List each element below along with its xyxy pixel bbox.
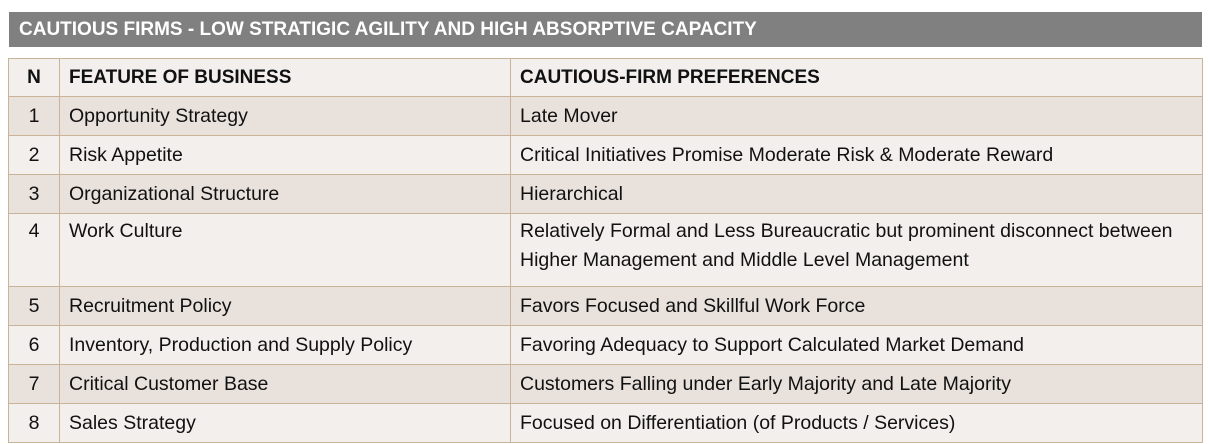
preference-cell: Hierarchical [510,174,1203,214]
preference-cell: Relatively Formal and Less Bureaucratic … [510,213,1203,287]
table-header-row: N FEATURE OF BUSINESS CAUTIOUS-FIRM PREF… [8,58,1203,97]
table-row: 7 Critical Customer Base Customers Falli… [8,364,1203,404]
row-number: 5 [8,286,60,326]
table-row: 6 Inventory, Production and Supply Polic… [8,325,1203,365]
feature-cell: Sales Strategy [59,403,511,443]
feature-cell: Critical Customer Base [59,364,511,404]
preference-cell: Critical Initiatives Promise Moderate Ri… [510,135,1203,175]
table-row: 8 Sales Strategy Focused on Differentiat… [8,403,1203,443]
table-row: 3 Organizational Structure Hierarchical [8,174,1203,214]
table-row: 1 Opportunity Strategy Late Mover [8,96,1203,136]
preference-cell: Favors Focused and Skillful Work Force [510,286,1203,326]
row-number: 8 [8,403,60,443]
table-row: 2 Risk Appetite Critical Initiatives Pro… [8,135,1203,175]
row-number: 7 [8,364,60,404]
feature-cell: Inventory, Production and Supply Policy [59,325,511,365]
preference-cell: Late Mover [510,96,1203,136]
preference-cell: Customers Falling under Early Majority a… [510,364,1203,404]
feature-cell: Risk Appetite [59,135,511,175]
row-number: 6 [8,325,60,365]
preference-cell: Focused on Differentiation (of Products … [510,403,1203,443]
row-number: 2 [8,135,60,175]
feature-cell: Recruitment Policy [59,286,511,326]
row-number: 1 [8,96,60,136]
table-row: 4 Work Culture Relatively Formal and Les… [8,213,1203,287]
column-header-n: N [8,58,60,97]
preference-cell: Favoring Adequacy to Support Calculated … [510,325,1203,365]
feature-cell: Work Culture [59,213,511,287]
column-header-feature: FEATURE OF BUSINESS [59,58,511,97]
row-number: 4 [8,213,60,287]
feature-cell: Organizational Structure [59,174,511,214]
row-number: 3 [8,174,60,214]
table-title-banner: CAUTIOUS FIRMS - LOW STRATIGIC AGILITY A… [9,12,1202,47]
column-header-preference: CAUTIOUS-FIRM PREFERENCES [510,58,1203,97]
table-row: 5 Recruitment Policy Favors Focused and … [8,286,1203,326]
business-features-table: N FEATURE OF BUSINESS CAUTIOUS-FIRM PREF… [8,58,1203,443]
feature-cell: Opportunity Strategy [59,96,511,136]
